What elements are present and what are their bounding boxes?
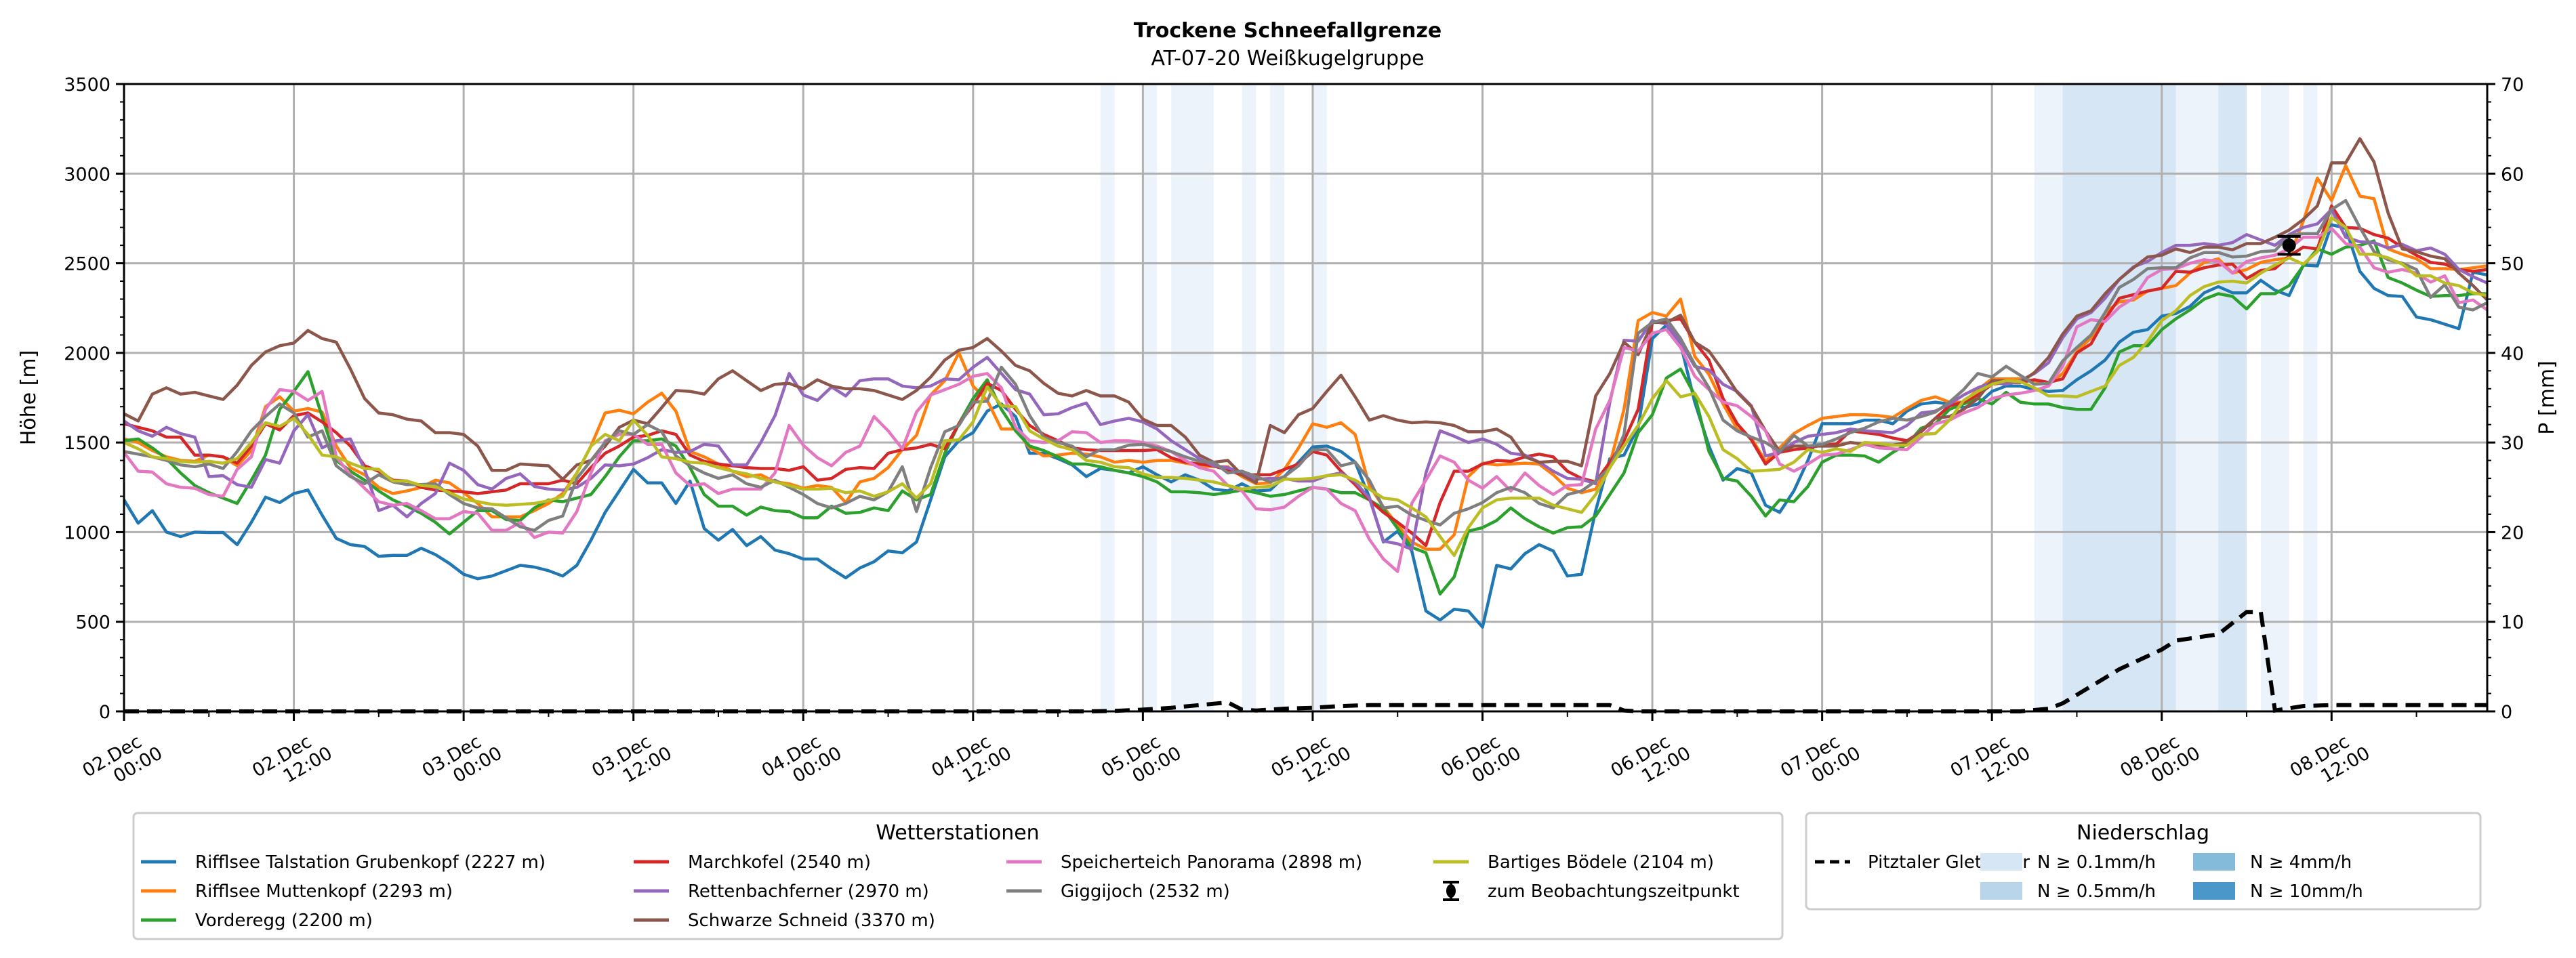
legend-obs-point xyxy=(1446,884,1456,898)
precip-band xyxy=(2175,84,2219,711)
precip-legend-label: N ≥ 4mm/h xyxy=(2250,852,2352,873)
y2-tick-label: 50 xyxy=(2501,254,2524,275)
y-tick-label: 2500 xyxy=(64,254,110,275)
legend-label: Schwarze Schneid (3370 m) xyxy=(688,911,935,931)
x-tick-label: 02.Dec00:00 xyxy=(79,725,167,799)
y-tick-label: 1000 xyxy=(64,522,110,543)
precip-band xyxy=(2034,84,2063,711)
precip-legend-label: N ≥ 10mm/h xyxy=(2250,881,2363,902)
legend-label: Rettenbachferner (2970 m) xyxy=(688,881,929,902)
chart-subtitle: AT-07-20 Weißkugelgruppe xyxy=(1151,47,1424,70)
legend-label: zum Beobachtungszeitpunkt xyxy=(1488,881,1740,902)
y2-tick-label: 70 xyxy=(2501,75,2524,96)
precip-legend-swatch xyxy=(1980,882,2022,900)
legend-label: Rifflsee Muttenkopf (2293 m) xyxy=(195,881,453,902)
series-line xyxy=(123,215,2488,558)
grid-lines xyxy=(124,84,2487,711)
precip-band xyxy=(2218,84,2247,711)
y2-tick-label: 20 xyxy=(2501,522,2524,543)
x-tick-label: 08.Dec00:00 xyxy=(2117,725,2204,799)
y-tick-label: 3500 xyxy=(64,75,110,96)
stations-legend: Wetterstationen Rifflsee Talstation Grub… xyxy=(132,812,1784,940)
precip-legend-label: N ≥ 0.1mm/h xyxy=(2037,852,2156,873)
precip-legend-swatch xyxy=(2193,853,2235,871)
x-tick-label: 04.Dec12:00 xyxy=(928,725,1015,799)
y-tick-label: 3000 xyxy=(64,164,110,185)
series-line xyxy=(123,137,2489,484)
y-tick-label: 500 xyxy=(75,612,110,633)
x-tick-label: 02.Dec12:00 xyxy=(249,725,336,799)
precip-bands xyxy=(1100,84,2318,711)
legend-label: Bartiges Bödele (2104 m) xyxy=(1488,852,1714,873)
precip-legend: Niederschlag Pitztaler Gletscher N ≥ 0.1… xyxy=(1805,812,2482,911)
obs-point xyxy=(2282,238,2296,253)
legend-label: Giggijoch (2532 m) xyxy=(1061,881,1230,902)
precip-band xyxy=(1242,84,1256,711)
x-tick-label: 03.Dec12:00 xyxy=(588,725,676,799)
precip-band xyxy=(2260,84,2289,711)
y2-tick-label: 40 xyxy=(2501,343,2524,365)
legend-label: Vorderegg (2200 m) xyxy=(195,911,373,931)
y2-tick-label: 30 xyxy=(2501,433,2524,454)
x-tick-label: 06.Dec00:00 xyxy=(1437,725,1525,799)
legend-label: Rifflsee Talstation Grubenkopf (2227 m) xyxy=(195,852,546,873)
y-tick-label: 0 xyxy=(99,702,110,723)
precip-legend-swatch xyxy=(2193,882,2235,900)
precip-band xyxy=(1171,84,1214,711)
precip-band xyxy=(2303,84,2318,711)
x-tick-label: 03.Dec00:00 xyxy=(419,725,506,799)
stations-legend-title: Wetterstationen xyxy=(876,821,1039,845)
series-line xyxy=(123,199,2489,533)
x-tick-label: 07.Dec12:00 xyxy=(1947,725,2035,799)
x-tick-label: 06.Dec12:00 xyxy=(1608,725,1695,799)
precip-band xyxy=(1100,84,1115,711)
x-tick-label: 04.Dec00:00 xyxy=(758,725,846,799)
precip-band xyxy=(1143,84,1158,711)
x-tick-label: 05.Dec12:00 xyxy=(1268,725,1355,799)
chart-title: Trockene Schneefallgrenze xyxy=(1134,19,1442,43)
series-line xyxy=(123,223,2488,629)
plot-frame xyxy=(123,83,2489,713)
y-tick-label: 1500 xyxy=(64,433,110,454)
y-tick-label: 2000 xyxy=(64,343,110,365)
y2-axis-label: P [mm] xyxy=(2535,360,2559,434)
legend-label: Marchkofel (2540 m) xyxy=(688,852,871,873)
legend-label: Speicherteich Panorama (2898 m) xyxy=(1061,852,1362,873)
y-axis-label: Höhe [m] xyxy=(17,350,41,446)
observation-marker xyxy=(2277,234,2301,256)
precip-legend-title: Niederschlag xyxy=(2077,821,2209,845)
precip-legend-swatch xyxy=(1980,853,2022,871)
series-line xyxy=(123,239,2487,596)
y2-tick-label: 10 xyxy=(2501,612,2524,633)
y2-tick-label: 60 xyxy=(2501,164,2524,185)
station-series xyxy=(123,137,2489,629)
precip-band xyxy=(2062,84,2176,711)
precip-band xyxy=(1270,84,1285,711)
x-tick-label: 07.Dec00:00 xyxy=(1777,725,1864,799)
x-tick-label: 08.Dec12:00 xyxy=(2287,725,2374,799)
x-tick-label: 05.Dec00:00 xyxy=(1098,725,1185,799)
precip-legend-label: N ≥ 0.5mm/h xyxy=(2037,881,2156,902)
y2-tick-label: 0 xyxy=(2501,702,2512,723)
